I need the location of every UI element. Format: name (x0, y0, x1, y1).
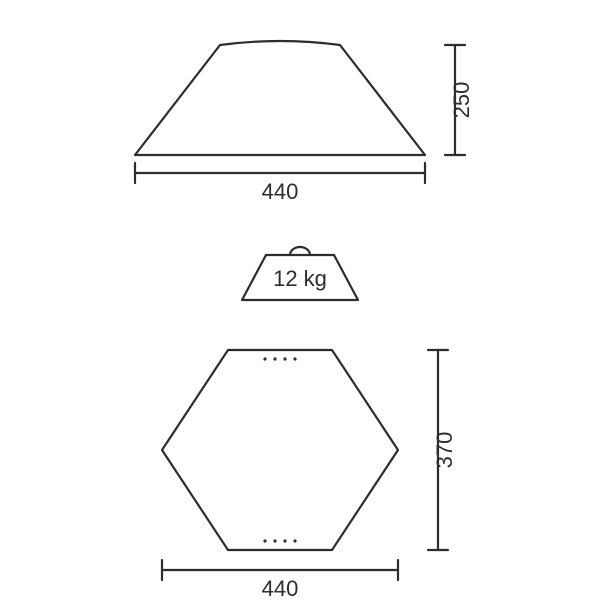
door-dot (283, 539, 286, 542)
tent-spec-diagram: 440 250 12 kg 440 370 (0, 0, 600, 600)
door-dot (263, 357, 266, 360)
tent-top-hexagon (162, 350, 398, 550)
door-dot (263, 539, 266, 542)
weight-label: 12 kg (273, 266, 327, 291)
door-dot (293, 357, 296, 360)
door-dot (273, 539, 276, 542)
weight-handle (290, 247, 310, 255)
top-width-label: 440 (262, 576, 299, 600)
side-height-label: 250 (449, 82, 474, 119)
door-dot (273, 357, 276, 360)
tent-side-profile (135, 41, 425, 155)
top-depth-label: 370 (432, 432, 457, 469)
side-width-label: 440 (262, 179, 299, 204)
door-dot (283, 357, 286, 360)
door-dot (293, 539, 296, 542)
